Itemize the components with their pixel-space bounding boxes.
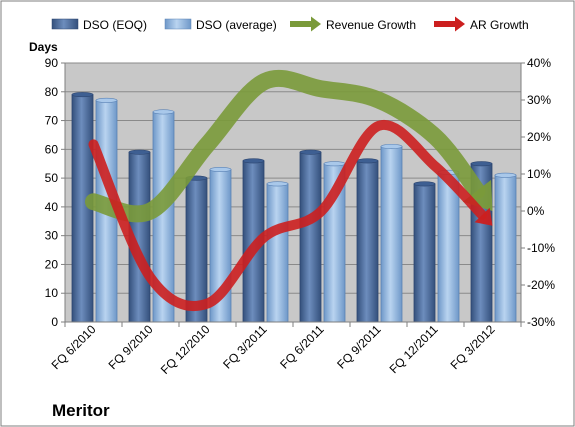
y-tick-label: 10	[45, 286, 59, 300]
y-axis-title: Days	[29, 40, 58, 54]
y2-tick-label: -10%	[527, 241, 555, 255]
bar-top-dso-eoq	[71, 92, 94, 98]
legend: DSO (EOQ) DSO (average) Revenue Growth A…	[51, 16, 529, 32]
y2-tick-label: 0%	[527, 204, 545, 218]
y-tick-label: 90	[45, 56, 59, 70]
bar-dso-eoq	[413, 183, 436, 323]
bar-dso-average	[266, 183, 289, 323]
y2-tick-label: 10%	[527, 167, 551, 181]
y-tick-label: 80	[45, 85, 59, 99]
bar-top-dso-average	[494, 172, 517, 178]
y-tick-label: 0	[51, 315, 58, 329]
y2-tick-label: 20%	[527, 130, 551, 144]
y-tick-label: 40	[45, 200, 59, 214]
bar-top-dso-average	[266, 181, 289, 187]
y2-tick-label: -20%	[527, 278, 555, 292]
y-tick-label: 20	[45, 257, 59, 271]
bar-top-dso-average	[209, 166, 232, 172]
bar-top-dso-average	[152, 109, 175, 115]
bar-dso-eoq	[356, 160, 379, 323]
y2-tick-label: 30%	[527, 93, 551, 107]
bar-dso-eoq	[299, 151, 322, 323]
bar-top-dso-eoq	[413, 181, 436, 187]
legend-swatch-dso-average	[164, 18, 192, 30]
y2-tick-label: -30%	[527, 315, 555, 329]
y-tick-label: 70	[45, 114, 59, 128]
line-revenue-growth	[85, 69, 486, 223]
legend-arrow-ar-growth	[434, 16, 465, 32]
legend-label-ar-growth: AR Growth	[470, 18, 529, 32]
arrowhead-ar-growth	[474, 207, 493, 226]
y-tick-label: 30	[45, 229, 59, 243]
legend-label-dso-eoq: DSO (EOQ)	[83, 18, 147, 32]
bar-dso-average	[437, 171, 460, 323]
line-ar-growth	[88, 119, 488, 312]
bar-top-dso-eoq	[242, 158, 265, 164]
bar-top-dso-eoq	[128, 149, 151, 155]
y-tick-label: 50	[45, 171, 59, 185]
legend-swatch-dso-eoq	[51, 18, 79, 30]
bar-top-dso-eoq	[470, 161, 493, 167]
legend-arrow-revenue-growth	[290, 16, 321, 32]
y-tick-label: 60	[45, 142, 59, 156]
bar-top-dso-average	[323, 161, 346, 167]
bar-top-dso-eoq	[299, 149, 322, 155]
bar-top-dso-average	[95, 97, 118, 103]
company-name: Meritor	[52, 401, 110, 420]
legend-label-revenue-growth: Revenue Growth	[326, 18, 416, 32]
bars	[71, 92, 517, 323]
growth-lines	[85, 69, 493, 312]
bar-top-dso-eoq	[356, 158, 379, 164]
legend-label-dso-average: DSO (average)	[196, 18, 277, 32]
bar-top-dso-average	[380, 143, 403, 149]
y2-tick-label: 40%	[527, 56, 551, 70]
bar-dso-average	[380, 146, 403, 323]
bar-dso-average	[494, 174, 517, 323]
